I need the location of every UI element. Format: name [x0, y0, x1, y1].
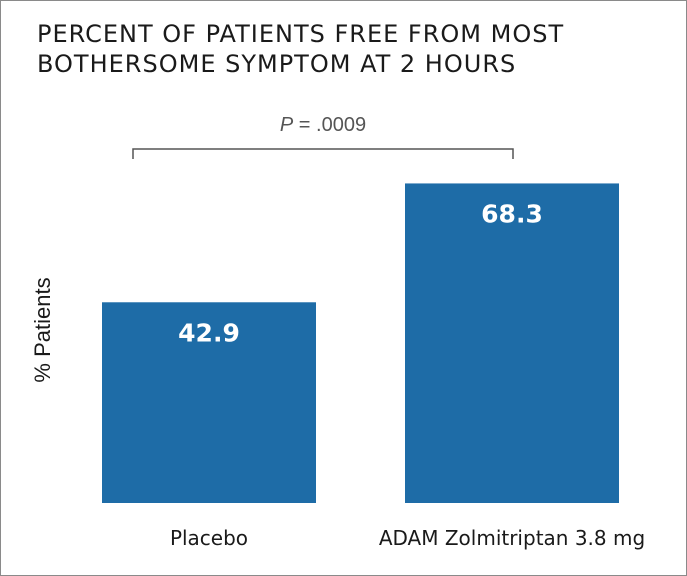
bar-0 — [102, 302, 316, 503]
bracket-line — [132, 148, 514, 159]
x-tick-label-1: ADAM Zolmitriptan 3.8 mg — [379, 526, 645, 550]
bar-1 — [405, 183, 619, 503]
bars-layer: 42.9 Placebo 68.3 ADAM Zolmitriptan 3.8 mg — [102, 183, 645, 550]
bar-value-label-0: 42.9 — [178, 318, 240, 347]
y-axis-label: % Patients — [30, 277, 55, 382]
chart-title-line-2: BOTHERSOME SYMPTOM AT 2 HOURS — [37, 50, 517, 78]
p-value-label: P = .0009 — [280, 114, 366, 136]
significance-bracket: P = .0009 — [132, 114, 514, 159]
chart-title-line-1: PERCENT OF PATIENTS FREE FROM MOST — [37, 20, 565, 48]
bar-value-label-1: 68.3 — [481, 199, 543, 228]
chart-title: PERCENT OF PATIENTS FREE FROM MOST BOTHE… — [37, 19, 657, 79]
x-tick-label-0: Placebo — [170, 526, 248, 550]
